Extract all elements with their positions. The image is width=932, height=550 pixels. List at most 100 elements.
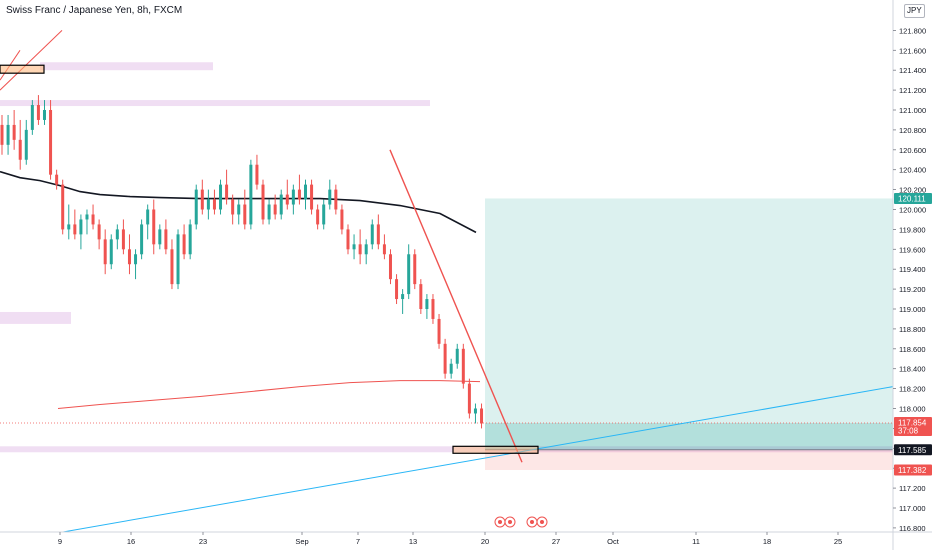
position-target-zone: [485, 198, 893, 450]
price-label-box: [894, 444, 932, 456]
y-tick-label: 120.400: [899, 166, 926, 175]
y-tick-label: 119.800: [899, 225, 926, 234]
candle-body: [395, 279, 399, 300]
candle-body: [382, 244, 386, 255]
candle: [322, 199, 326, 230]
x-tick-label: 25: [834, 537, 842, 546]
candle-body: [121, 229, 125, 250]
candle-body: [413, 254, 417, 285]
candle-body: [97, 224, 101, 240]
candle: [127, 234, 131, 275]
candle-body: [473, 408, 477, 414]
currency-badge[interactable]: JPY: [904, 4, 925, 18]
candle: [12, 110, 16, 150]
x-tick-label: Sep: [295, 537, 308, 546]
long-moving-average-line: [57, 380, 481, 409]
candle: [42, 100, 46, 125]
candle: [170, 239, 174, 290]
position-stop-zone: [485, 449, 893, 470]
y-tick-label: 119.200: [899, 285, 926, 294]
supply-demand-zone: [0, 311, 71, 324]
y-tick-label: 118.800: [899, 325, 926, 334]
candle: [85, 209, 89, 235]
plot-area: [0, 30, 893, 532]
candle: [340, 204, 344, 235]
candle: [18, 119, 22, 170]
candle: [261, 179, 265, 225]
candle-body: [340, 209, 344, 230]
candle-body: [103, 239, 107, 265]
candle-body: [425, 299, 429, 309]
x-tick-label: 18: [763, 537, 771, 546]
x-tick-label: 16: [127, 537, 135, 546]
supply-demand-zone: [0, 446, 893, 453]
candle-body: [200, 189, 204, 210]
y-tick-label: 120.200: [899, 186, 926, 195]
x-tick-label: 13: [409, 537, 417, 546]
candle: [370, 219, 374, 250]
price-label-box: [894, 464, 932, 476]
candle-body: [176, 234, 180, 285]
candle: [79, 214, 83, 250]
candle-body: [243, 204, 247, 225]
candle: [67, 204, 71, 240]
candle-body: [18, 139, 22, 160]
candle-body: [480, 408, 484, 424]
candle: [364, 239, 368, 265]
candle: [461, 343, 465, 389]
candle-body: [437, 318, 441, 344]
candle-body: [358, 244, 362, 255]
candle-body: [279, 194, 283, 215]
candle-body: [285, 194, 289, 205]
candle-body: [449, 363, 453, 374]
candle-body: [364, 244, 368, 255]
price-label-box: [894, 192, 932, 204]
candle-body: [304, 184, 307, 200]
candle-body: [443, 343, 447, 374]
candle: [206, 189, 210, 220]
supply-demand-zone: [40, 62, 213, 71]
candle-body: [249, 164, 253, 225]
y-tick-label: 118.400: [899, 365, 926, 374]
y-tick-label: 120.600: [899, 146, 926, 155]
candle: [419, 279, 423, 314]
candle: [401, 289, 405, 314]
candle-body: [36, 105, 40, 120]
candle-body: [261, 184, 265, 220]
candle-body: [73, 224, 77, 235]
candle: [225, 169, 229, 205]
candle-body: [115, 229, 119, 240]
x-tick-label: 27: [552, 537, 560, 546]
candle: [467, 378, 471, 419]
candle-body: [273, 204, 277, 215]
candle: [431, 294, 435, 324]
candle: [121, 219, 125, 255]
candle-body: [388, 254, 392, 280]
candle: [91, 204, 95, 230]
candle-body: [164, 229, 168, 250]
candle-body: [6, 124, 10, 145]
candle: [109, 234, 113, 270]
y-tick-label: 120.800: [899, 126, 926, 135]
candle: [36, 95, 40, 125]
candle-body: [0, 124, 4, 145]
candle-body: [255, 164, 259, 185]
candle: [407, 244, 411, 300]
y-tick-label: 121.800: [899, 26, 926, 35]
y-tick-label: 117.000: [899, 504, 926, 513]
candle: [49, 100, 53, 180]
marked-box-upper: [0, 64, 45, 74]
candle-body: [219, 184, 223, 210]
candle: [243, 189, 247, 230]
candle-body: [182, 234, 186, 255]
x-tick-label: 7: [356, 537, 360, 546]
y-tick-label: 118.000: [899, 405, 926, 414]
moving-average-line: [0, 170, 477, 234]
y-tick-label: 118.600: [899, 345, 926, 354]
candle: [231, 194, 235, 225]
candle: [455, 343, 459, 369]
candle-body: [401, 294, 405, 300]
candle: [0, 114, 4, 155]
